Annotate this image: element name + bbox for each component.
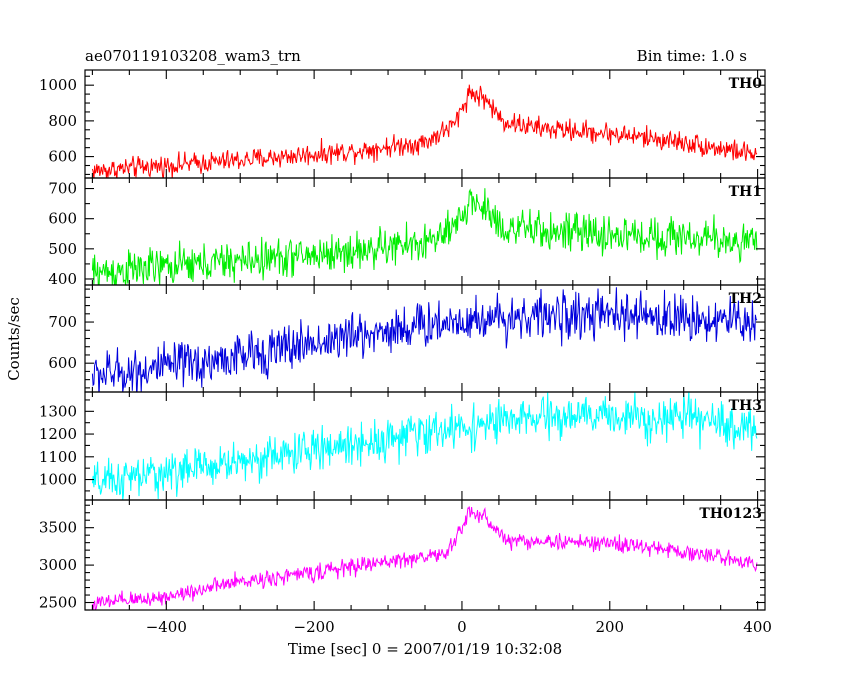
y-tick-label: 700 (48, 180, 77, 198)
y-tick-label: 1200 (39, 425, 77, 443)
y-tick-label: 3500 (39, 519, 77, 537)
panel-label-th3: TH3 (729, 398, 762, 414)
series-line-th3 (91, 392, 758, 500)
x-tick-label: 0 (457, 618, 467, 636)
bin-time-label: Bin time: 1.0 s (637, 47, 747, 65)
x-tick-label: −200 (294, 618, 335, 636)
y-tick-label: 1100 (39, 448, 77, 466)
panels-group: TH0 600 800 1000 TH1 400 500 600 700 TH2 600 700 TH3… (39, 69, 772, 636)
series-line-th0 (91, 84, 758, 178)
x-axis-label: Time [sec] 0 = 2007/01/19 10:32:08 (288, 640, 562, 658)
panel-label-th2: TH2 (729, 291, 762, 307)
y-tick-label: 800 (48, 112, 77, 130)
x-tick-label: 400 (743, 618, 772, 636)
series-line-th1 (91, 188, 758, 285)
y-tick-label: 1000 (39, 471, 77, 489)
y-tick-label: 1000 (39, 76, 77, 94)
chart-title: ae070119103208_wam3_trn (85, 47, 301, 65)
y-tick-label: 600 (48, 210, 77, 228)
y-tick-label: 700 (48, 313, 77, 331)
x-tick-label: 200 (595, 618, 624, 636)
y-tick-label: 600 (48, 148, 77, 166)
y-tick-label: 1300 (39, 402, 77, 420)
y-tick-label: 500 (48, 240, 77, 258)
panel-label-th0: TH0 (729, 76, 763, 92)
y-tick-label: 400 (48, 270, 77, 288)
series-line-th0123 (91, 506, 758, 610)
y-tick-label: 600 (48, 354, 77, 372)
panel-label-th1: TH1 (729, 184, 762, 200)
series-line-th2 (91, 287, 758, 392)
y-axis-label: Counts/sec (5, 297, 23, 381)
y-tick-label: 3000 (39, 556, 77, 574)
y-tick-label: 2500 (39, 594, 77, 612)
x-tick-label: −400 (146, 618, 187, 636)
panel-label-th0123: TH0123 (699, 506, 762, 522)
